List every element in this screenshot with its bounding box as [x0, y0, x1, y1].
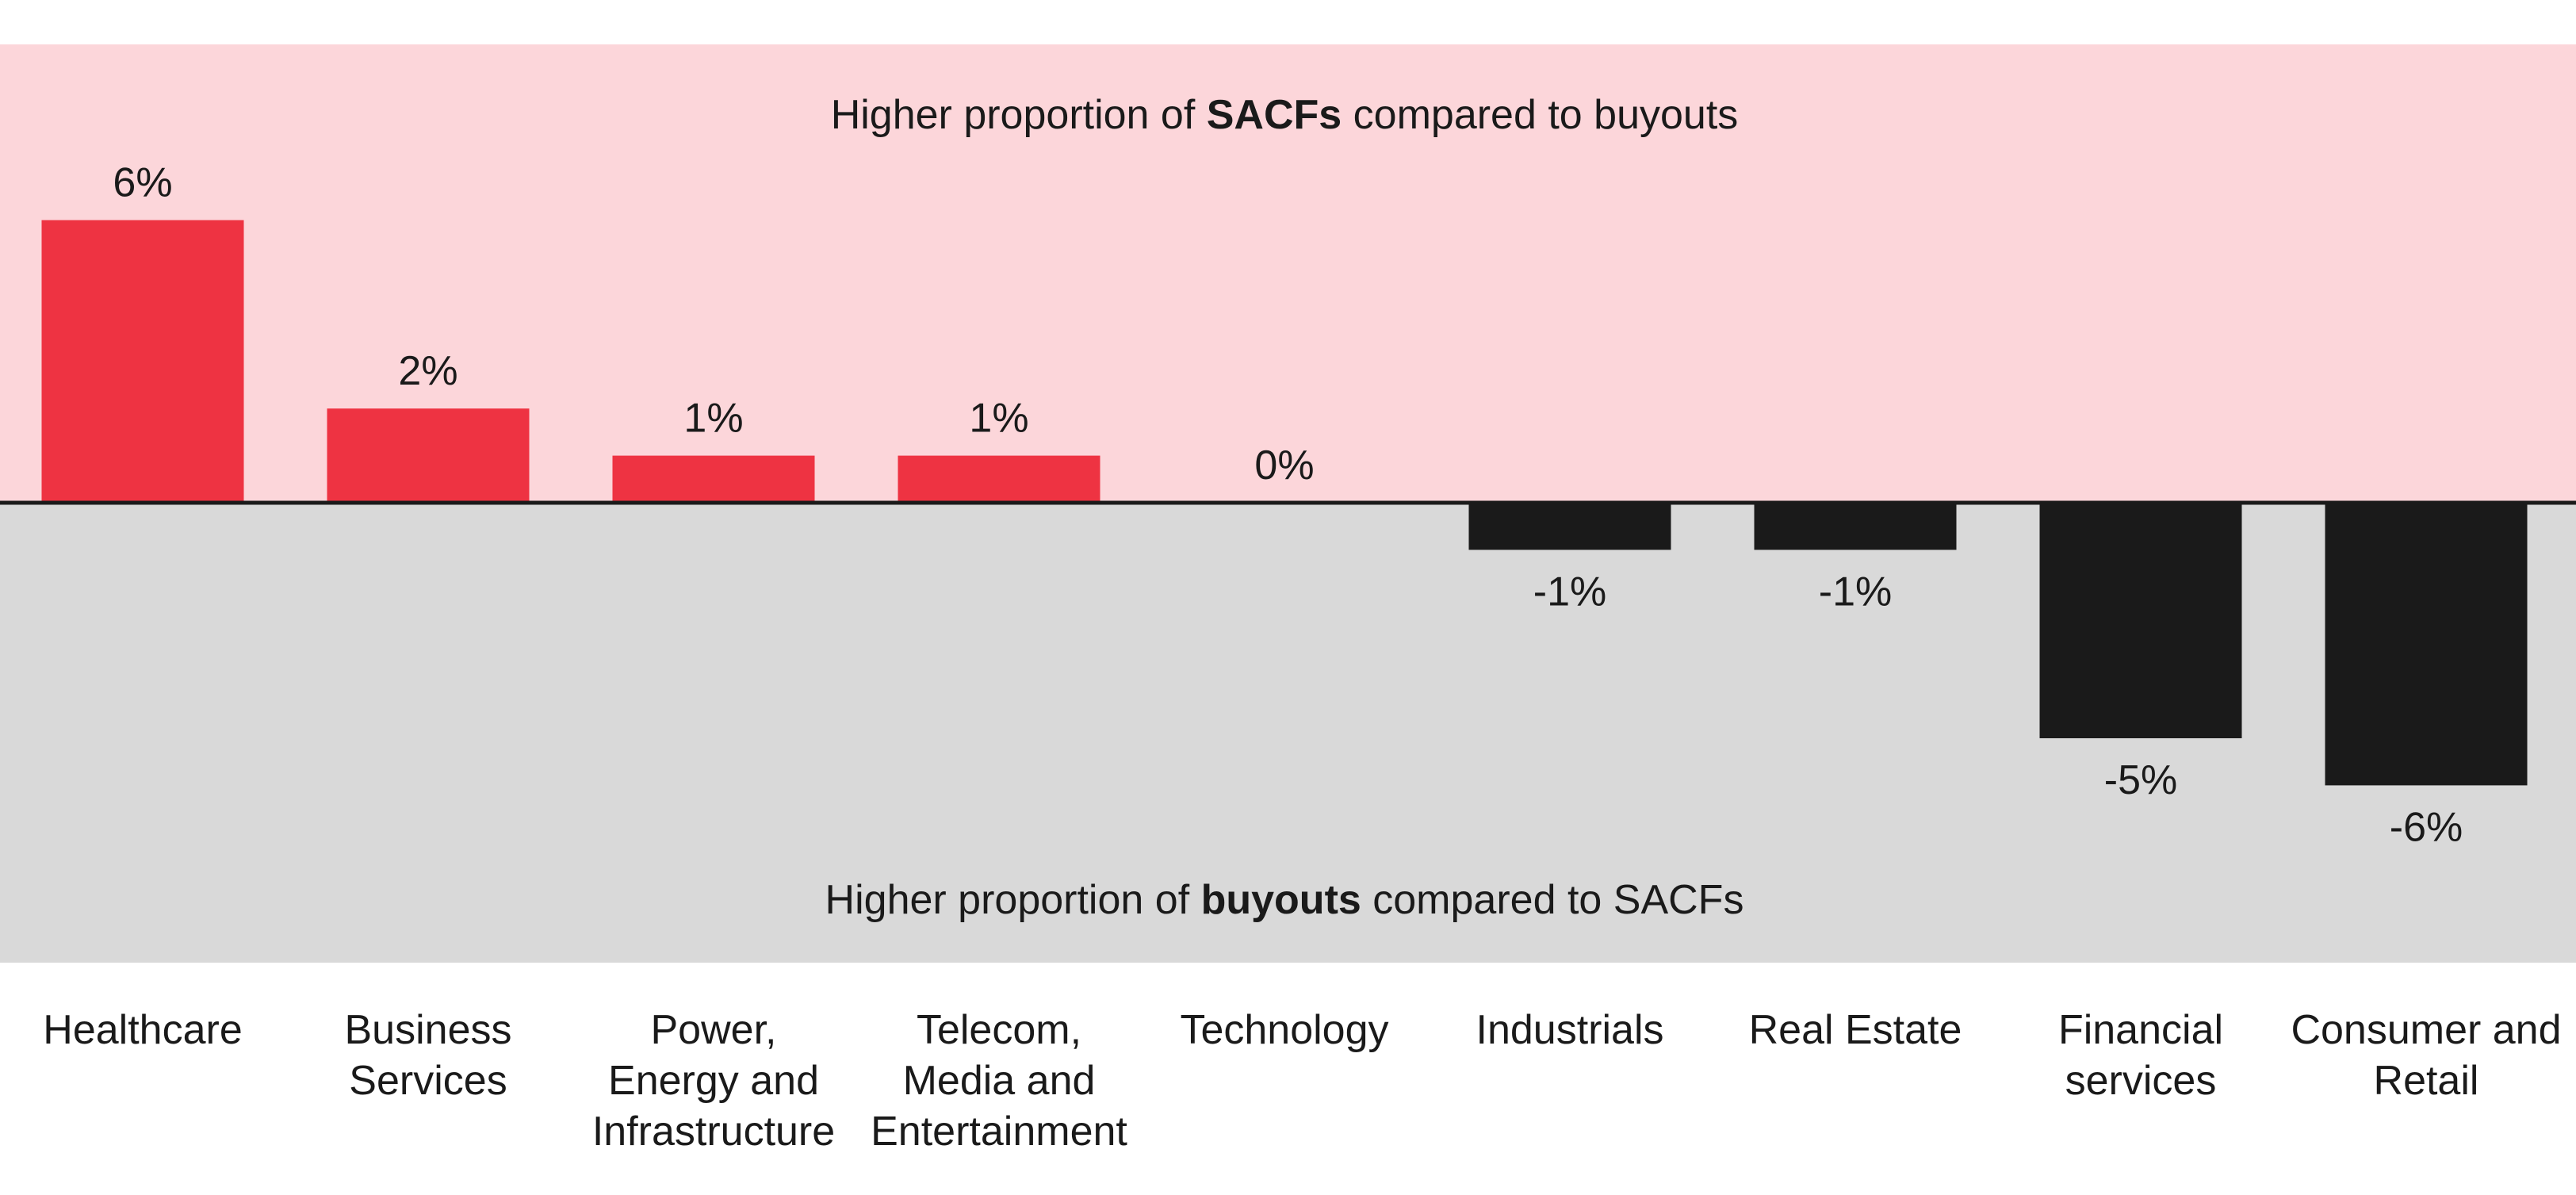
data-label: -1% — [1533, 569, 1606, 615]
data-label: 1% — [683, 396, 743, 442]
data-label: -5% — [2104, 757, 2177, 803]
negative-region-annotation: Higher proportion of buyouts compared to… — [825, 877, 1744, 923]
bar — [898, 455, 1100, 503]
positive-region-annotation: Higher proportion of SACFs compared to b… — [831, 92, 1739, 138]
data-label: 2% — [398, 348, 457, 394]
bar — [1754, 503, 1957, 550]
bar — [612, 455, 815, 503]
data-label: 1% — [969, 396, 1028, 442]
category-label: Energy and — [608, 1058, 819, 1104]
data-label: -1% — [1819, 569, 1892, 615]
category-label: Entertainment — [871, 1109, 1127, 1155]
category-label: Real Estate — [1749, 1007, 1962, 1053]
category-label: Consumer and — [2291, 1007, 2561, 1053]
category-label: Services — [349, 1058, 507, 1104]
data-label: 0% — [1254, 442, 1314, 488]
data-label: 6% — [113, 160, 172, 206]
bar — [327, 408, 530, 503]
category-label: Technology — [1180, 1007, 1388, 1053]
bar — [1468, 503, 1671, 550]
category-label: Financial — [2058, 1007, 2223, 1053]
category-label: Business — [345, 1007, 512, 1053]
category-label: Retail — [2374, 1058, 2479, 1104]
category-label: Healthcare — [43, 1007, 242, 1053]
category-label: Media and — [903, 1058, 1096, 1104]
bar — [41, 220, 244, 503]
category-label: Infrastructure — [592, 1109, 835, 1155]
bar — [2039, 503, 2242, 738]
bar — [2325, 503, 2528, 786]
category-label: Telecom, — [917, 1007, 1081, 1053]
data-label: -6% — [2390, 804, 2463, 850]
category-label: Industrials — [1476, 1007, 1664, 1053]
category-label: services — [2065, 1058, 2217, 1104]
category-label: Power, — [651, 1007, 777, 1053]
